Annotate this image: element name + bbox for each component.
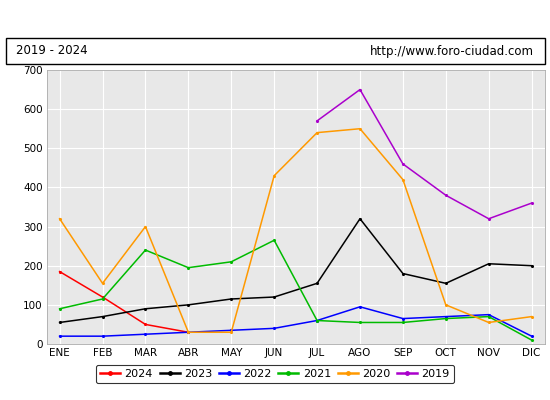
Bar: [6, 38, 544, 64]
Legend: 2024, 2023, 2022, 2021, 2020, 2019: 2024, 2023, 2022, 2021, 2020, 2019: [96, 364, 454, 384]
Text: 2019 - 2024: 2019 - 2024: [16, 44, 88, 58]
Text: Evolucion Nº Turistas Nacionales en el municipio de Tricio: Evolucion Nº Turistas Nacionales en el m…: [64, 10, 486, 26]
Text: http://www.foro-ciudad.com: http://www.foro-ciudad.com: [370, 44, 534, 58]
